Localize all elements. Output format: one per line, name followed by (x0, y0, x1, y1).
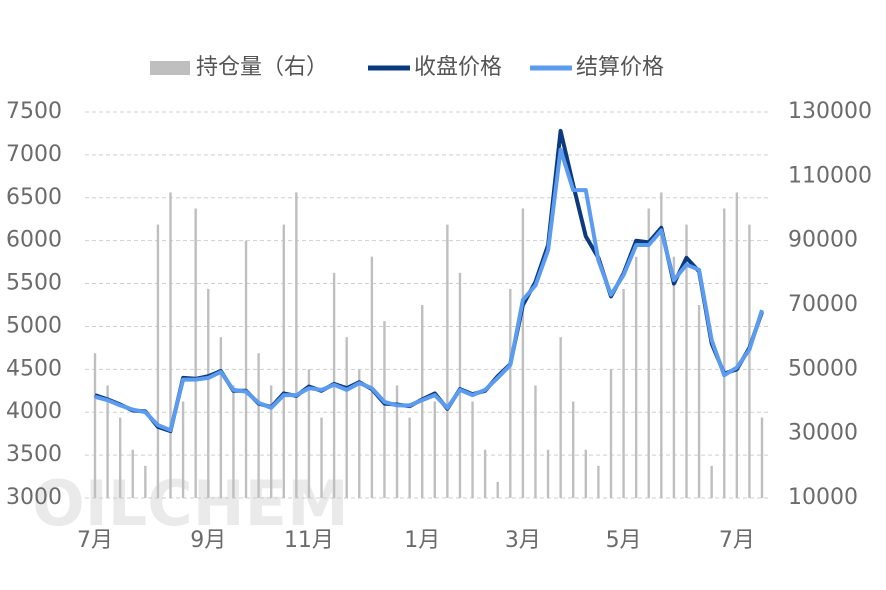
legend-swatch (150, 61, 190, 75)
bar (622, 288, 625, 498)
bar (257, 353, 260, 498)
bar (219, 337, 223, 498)
y-tick-label: 6000 (6, 228, 62, 253)
bar (458, 272, 462, 498)
bar (181, 401, 185, 498)
bar (597, 465, 600, 498)
bar (395, 385, 399, 498)
bar (735, 192, 739, 498)
legend-label: 持仓量（右） (196, 55, 328, 80)
bar (370, 256, 374, 498)
x-tick-label: 9月 (190, 528, 226, 553)
bar (118, 417, 122, 498)
bar (584, 449, 588, 498)
x-tick-label: 3月 (505, 528, 541, 553)
y2-tick-label: 110000 (788, 163, 872, 188)
x-tick-label: 1月 (404, 528, 440, 553)
bar (546, 449, 550, 498)
y2-tick-label: 10000 (788, 485, 858, 510)
bar (207, 288, 210, 498)
bar (521, 208, 525, 498)
x-tick-label: 11月 (284, 528, 334, 553)
bar (483, 449, 487, 498)
bar (748, 224, 751, 499)
y-tick-label: 3000 (6, 485, 62, 510)
bar (93, 353, 97, 498)
y-tick-label: 7500 (6, 99, 62, 124)
bar (710, 465, 713, 498)
y-tick-label: 5500 (6, 271, 62, 296)
bar (307, 369, 311, 498)
x-tick-label: 5月 (606, 528, 642, 553)
bar (131, 449, 134, 498)
bar (295, 192, 298, 498)
bar (723, 208, 726, 498)
bar (433, 401, 436, 498)
bar (269, 385, 273, 498)
bar (194, 208, 197, 498)
x-tick-label: 7月 (77, 528, 113, 553)
y2-tick-label: 30000 (788, 421, 858, 446)
bar (408, 417, 411, 498)
bar (144, 465, 147, 498)
bar (559, 337, 562, 498)
y2-tick-label: 90000 (788, 228, 858, 253)
y2-tick-label: 50000 (788, 356, 858, 381)
bar (282, 224, 285, 499)
bar (647, 208, 650, 498)
legend-label: 收盘价格 (414, 55, 502, 80)
bar (471, 401, 474, 498)
bar (496, 481, 499, 498)
y-tick-label: 5000 (6, 313, 62, 338)
x-tick-label: 7月 (719, 528, 755, 553)
bar (697, 305, 701, 498)
bar (320, 417, 323, 498)
y-tick-label: 6500 (6, 185, 62, 210)
bar (383, 321, 386, 498)
legend-label: 结算价格 (576, 55, 664, 80)
y2-tick-label: 70000 (788, 292, 858, 317)
bar (232, 385, 235, 498)
y2-tick-label: 130000 (788, 99, 872, 124)
bar (345, 337, 348, 498)
bar (760, 417, 764, 498)
y-tick-label: 4000 (6, 399, 62, 424)
bar (106, 385, 109, 498)
bar (156, 224, 160, 499)
y-tick-label: 4500 (6, 356, 62, 381)
bar (572, 401, 575, 498)
bar (509, 288, 512, 498)
line (94, 147, 764, 433)
bar (244, 240, 248, 498)
bar (358, 369, 361, 498)
bar (672, 256, 676, 498)
bar (609, 369, 613, 498)
bar (660, 192, 663, 498)
bar (685, 224, 688, 499)
bar (534, 385, 537, 498)
bar (634, 256, 638, 498)
y-tick-label: 3500 (6, 442, 62, 467)
y-tick-label: 7000 (6, 142, 62, 167)
bar (446, 224, 449, 499)
bar (169, 192, 172, 498)
